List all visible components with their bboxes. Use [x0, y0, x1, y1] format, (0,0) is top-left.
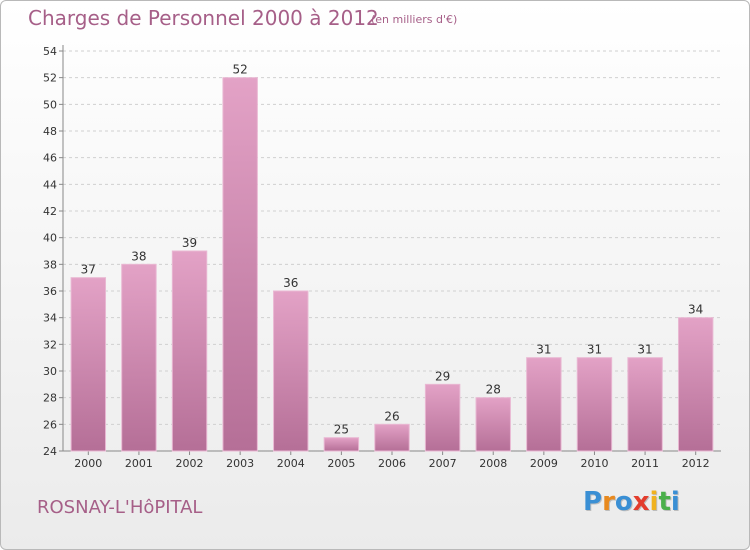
y-tick-label: 40 [43, 232, 57, 245]
y-tick-label: 24 [43, 445, 57, 458]
x-tick-label: 2001 [125, 457, 153, 470]
x-tick-label: 2011 [631, 457, 659, 470]
bar-value-label: 39 [182, 236, 197, 250]
bar [273, 290, 309, 452]
x-tick-label: 2007 [429, 457, 457, 470]
x-tick-label: 2010 [580, 457, 608, 470]
x-tick-label: 2009 [530, 457, 558, 470]
bar-value-label: 31 [637, 343, 652, 357]
bar-value-label: 25 [334, 423, 349, 437]
bar-value-label: 36 [283, 276, 298, 290]
logo-letter: P [583, 487, 603, 517]
bar [374, 423, 410, 452]
place-name: ROSNAY-L'HôPITAL [37, 497, 203, 518]
y-tick-label: 42 [43, 205, 57, 218]
x-tick-label: 2004 [277, 457, 305, 470]
bar-value-label: 31 [587, 343, 602, 357]
y-tick-label: 34 [43, 312, 57, 325]
y-tick-label: 38 [43, 258, 57, 271]
y-tick-label: 46 [43, 152, 57, 165]
bar-value-label: 26 [384, 409, 399, 423]
logo-letter: i [670, 487, 680, 517]
proxiti-logo: Proxiti [583, 487, 680, 517]
y-tick-label: 54 [43, 45, 57, 58]
y-tick-label: 36 [43, 285, 57, 298]
x-tick-label: 2000 [74, 457, 102, 470]
logo-letter: t [658, 487, 671, 517]
bar-value-label: 37 [81, 263, 96, 277]
y-tick-label: 30 [43, 365, 57, 378]
logo-letter: i [649, 487, 659, 517]
bar [121, 263, 157, 452]
logo-letter: r [602, 487, 615, 517]
bar [222, 77, 258, 452]
bar [323, 437, 360, 452]
y-tick-label: 32 [43, 338, 57, 351]
x-tick-label: 2005 [327, 457, 355, 470]
bar-value-label: 38 [131, 249, 146, 263]
bar-value-label: 52 [233, 63, 248, 77]
y-tick-label: 48 [43, 125, 57, 138]
bar-value-label: 31 [536, 343, 551, 357]
y-tick-label: 28 [43, 392, 57, 405]
bar-value-label: 29 [435, 369, 450, 383]
x-tick-label: 2006 [378, 457, 406, 470]
x-tick-label: 2002 [176, 457, 204, 470]
bar [171, 250, 208, 452]
bar [70, 277, 107, 452]
x-tick-label: 2003 [226, 457, 254, 470]
y-tick-label: 44 [43, 178, 57, 191]
bar [424, 383, 461, 452]
bar-value-label: 28 [486, 383, 501, 397]
bar [677, 317, 714, 452]
bar [526, 357, 562, 452]
logo-letter: x [632, 487, 650, 517]
x-tick-label: 2008 [479, 457, 507, 470]
logo-letter: o [614, 487, 633, 517]
bar [627, 357, 663, 452]
bar [576, 357, 613, 452]
bar-value-label: 34 [688, 303, 703, 317]
chart-title: Charges de Personnel 2000 à 2012 [28, 6, 379, 30]
y-tick-label: 26 [43, 418, 57, 431]
bar [475, 397, 511, 452]
chart-subtitle: (en milliers d'€) [371, 13, 458, 26]
y-tick-label: 50 [43, 98, 57, 111]
x-tick-label: 2012 [682, 457, 710, 470]
y-tick-label: 52 [43, 72, 57, 85]
